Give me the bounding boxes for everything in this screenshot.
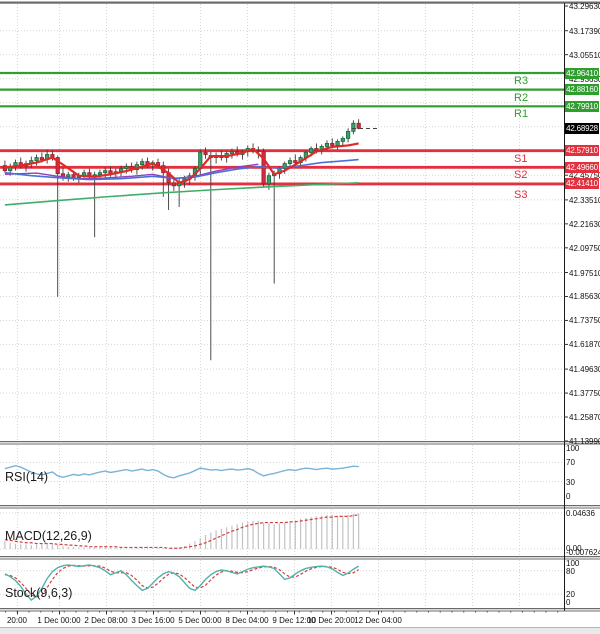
price-level-badge: 42.79910 (565, 100, 599, 112)
price-level-badge: 42.88160 (565, 84, 599, 96)
price-tick-label: 43.29630 (569, 2, 600, 11)
time-axis-label: 1 Dec 00:00 (37, 616, 81, 625)
time-axis-label: 10 Dec 20:00 (307, 616, 355, 625)
pane-borders (0, 1, 600, 615)
price-tick-label: 42.09750 (569, 243, 600, 253)
ma-purple (4, 163, 259, 180)
candles-layer (2, 119, 361, 361)
rsi-indicator-label: RSI(14) (5, 470, 49, 484)
support-label-s3: S3 (514, 188, 528, 201)
price-level-badge: 42.96410 (565, 67, 599, 79)
price-tick-label: 42.21630 (569, 219, 600, 229)
window-bottom-strip (0, 627, 600, 634)
support-label-s2: S2 (514, 169, 528, 182)
time-axis-label: 5 Dec 00:00 (178, 616, 222, 625)
macd-layer (4, 513, 360, 549)
price-tick-label: 41.73750 (569, 316, 600, 326)
rsi-tick-label: 70 (566, 458, 575, 468)
price-tick-label: 41.61870 (569, 340, 600, 350)
macd-zero-tick-label: 0.00 (566, 544, 582, 553)
rsi-line-layer (4, 465, 359, 479)
price-tick-label: 43.05510 (569, 50, 600, 60)
macd-indicator-label: MACD(12,26,9) (5, 529, 92, 543)
ma-red-fast (4, 142, 359, 185)
macd-max-tick-label: 0.04636 (566, 509, 595, 518)
price-tick-label: 41.25870 (569, 413, 600, 423)
stochastic-tick-label: 20 (566, 590, 575, 600)
stochastic-tick-label: 80 (566, 566, 575, 576)
price-tick-label: 42.93630 (569, 74, 600, 84)
rsi-tick-label: 30 (566, 477, 575, 487)
support-label-s1: S1 (514, 152, 528, 165)
macd-min-tick-label: -0.007624 (566, 548, 600, 557)
stochastic-layer (4, 564, 360, 601)
ma-green-slow (4, 181, 359, 206)
resistance-label-r1: R1 (514, 108, 529, 121)
price-tick-label: 42.45750 (569, 171, 600, 181)
rsi-tick-label: 100 (566, 444, 580, 453)
stochastic-tick-label: 0 (566, 598, 571, 607)
price-tick-label: 41.13990 (569, 436, 600, 446)
price-level-badge: 42.49660 (565, 161, 599, 173)
resistance-label-r3: R3 (514, 75, 529, 87)
support-resistance-lines (0, 71, 564, 186)
time-axis-label: 12 Dec 04:00 (354, 616, 402, 625)
price-level-badge: 42.57910 (565, 145, 599, 157)
rsi-tick-label: 0 (566, 492, 571, 501)
price-tick-label: 41.37750 (569, 389, 600, 399)
ma-blue (4, 158, 359, 181)
time-axis-label: 20:00 (6, 616, 28, 625)
price-tick-label: 43.17390 (569, 26, 600, 36)
stochastic-tick-label: 100 (566, 559, 580, 568)
price-tick-label: 41.49630 (569, 365, 600, 375)
price-tick-label: 41.85630 (569, 292, 600, 302)
current-price-badge: 42.68928 (565, 122, 599, 134)
time-axis-label: 2 Dec 08:00 (84, 616, 128, 625)
price-level-badge: 42.41410 (565, 178, 599, 190)
price-tick-label: 42.33510 (569, 195, 600, 205)
resistance-label-r2: R2 (514, 91, 529, 104)
price-tick-label: 41.97510 (569, 268, 600, 278)
gridlines-layer (0, 4, 564, 607)
time-axis-label: 8 Dec 04:00 (225, 616, 269, 625)
time-axis-label: 3 Dec 16:00 (131, 616, 175, 625)
time-axis-label: 9 Dec 12:00 (272, 616, 316, 625)
moving-averages-layer (4, 142, 359, 206)
stochastic-indicator-label: Stock(9,6,3) (5, 586, 73, 600)
